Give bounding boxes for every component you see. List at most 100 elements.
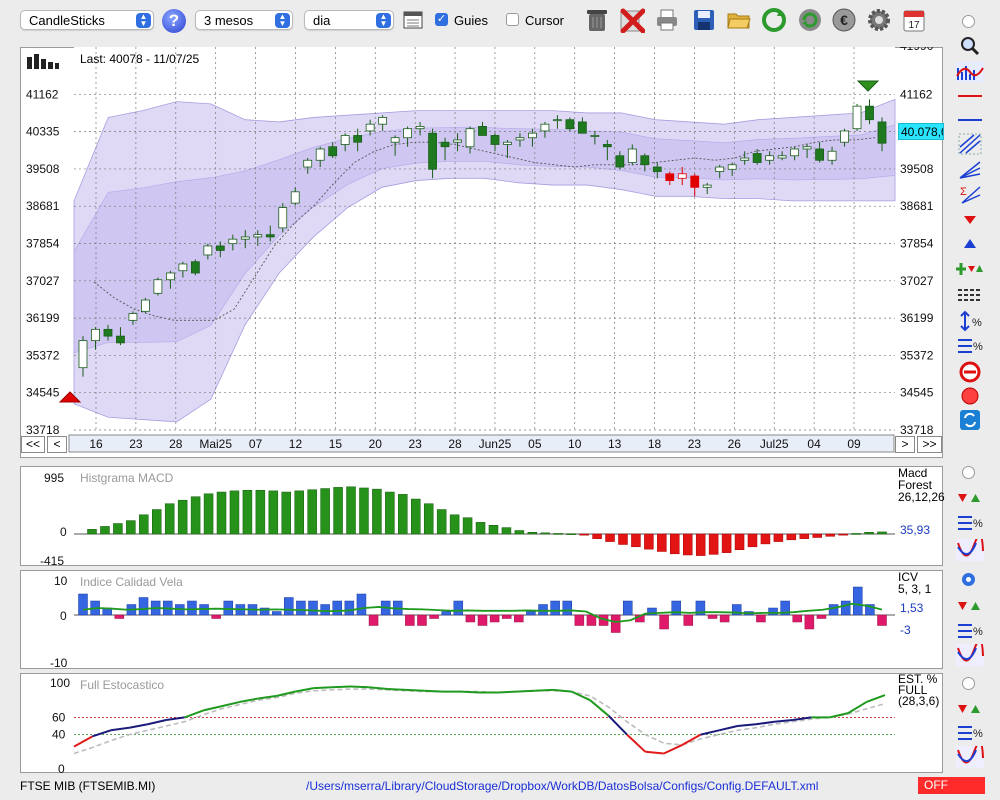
arrow-down-button[interactable] [956,208,984,230]
fibonacci-button[interactable] [956,158,984,180]
clear-button[interactable] [956,361,984,383]
icv-curve-button[interactable] [956,644,984,666]
candle [590,130,600,145]
icv-title: Indice Calidad Vela [80,575,183,589]
candle-body [378,117,388,125]
stoch-signals-button[interactable] [956,697,984,719]
levels-button[interactable] [956,284,984,306]
icv-signals-button[interactable] [956,594,984,616]
macd-y-zero: 0 [60,525,67,539]
candle [765,151,775,165]
macd-histogram[interactable] [20,466,943,566]
svg-text:€: € [840,12,848,28]
macd-bar [825,533,835,537]
arrow-up-button[interactable] [956,233,984,255]
interval-select[interactable]: dia ▲ ▼ [304,10,394,30]
chart-type-select[interactable]: CandleSticks ▲ ▼ [20,10,154,30]
period-select[interactable]: 3 mesos ▲ ▼ [195,10,293,30]
stoch-curve-button[interactable] [956,746,984,768]
record-button[interactable] [956,385,984,407]
macd-bar [320,488,330,535]
y-tick-right: 37027 [900,274,934,288]
guides-checkbox[interactable]: ✓ [435,13,448,26]
print-button[interactable] [653,6,681,34]
main-panel-radio[interactable] [962,15,975,28]
nav-prev-button[interactable]: < [47,436,67,453]
icv-bar [489,614,500,623]
x-tick-label: 13 [608,437,622,451]
candle-body [877,121,887,144]
macd-signals-button[interactable] [956,486,984,508]
macd-curve-button[interactable] [956,539,984,561]
candle [278,203,288,233]
macd-bar [255,490,266,535]
icv-histogram[interactable] [20,570,943,669]
red-line-button[interactable] [956,85,984,107]
icv-bar [211,614,221,619]
icv-bar [816,614,827,619]
candle [453,133,462,152]
config-path-link[interactable]: /Users/mserra/Library/CloudStorage/Dropb… [306,779,819,793]
diagonal-grid-icon [958,133,982,155]
macd-title: Histgrama MACD [80,471,174,485]
nav-next-button[interactable]: > [895,436,915,453]
stoch-percent-button[interactable]: % [956,722,984,744]
euro-button[interactable]: € [830,6,858,34]
candlestick-chart[interactable]: 4116241162403354033539508395083868138681… [20,47,943,458]
icv-percent-button[interactable]: % [956,620,984,642]
zoom-button[interactable] [956,35,984,57]
stochastic-chart[interactable]: 100 60 40 0 [20,673,943,773]
add-signals-button[interactable] [956,258,984,280]
refresh-button[interactable] [760,6,788,34]
percent-lines-icon: % [958,624,983,638]
nav-first-button[interactable]: << [21,436,45,453]
candle [265,225,275,242]
icv-bar [344,600,355,616]
calendar-button[interactable]: 17 [900,6,928,34]
curve-icon [956,644,984,666]
trash-button[interactable] [583,6,611,34]
candle-body [840,130,849,143]
svg-text:%: % [973,518,983,530]
trendline-button[interactable] [956,133,984,155]
stoch-panel-radio[interactable] [962,677,975,690]
icv-y-top: 10 [54,574,68,588]
settings-button[interactable] [865,6,893,34]
percent-range-button[interactable]: % [956,310,984,332]
macd-percent-button[interactable]: % [956,512,984,534]
macd-legend-params: 26,12,26 [898,490,945,504]
calendar-table-button[interactable] [400,6,426,34]
delete-button[interactable] [618,6,646,34]
help-button[interactable]: ? [162,9,186,33]
blue-line-button[interactable] [956,109,984,131]
x-tick-label: 28 [169,437,183,451]
stoch-main-line [92,729,112,738]
sync-button[interactable] [956,409,984,431]
icv-bar [514,614,524,623]
candle [790,146,800,161]
icv-panel-radio[interactable] [962,573,975,586]
save-button[interactable] [690,6,718,34]
indicator-overlay-button[interactable] [956,61,984,83]
macd-bar [164,503,175,535]
sigma-button[interactable]: Σ [956,183,984,205]
open-button[interactable] [725,6,753,34]
reload-button[interactable] [796,6,824,34]
macd-bar [242,490,253,535]
stoch-main-line [774,718,793,723]
candle-body [577,121,587,134]
nav-last-button[interactable]: >> [917,436,942,453]
candle-body [553,119,562,122]
macd-bar [411,498,421,535]
stoch-main-line [110,726,130,732]
candle [91,327,100,350]
percent-lines-button[interactable]: % [956,335,984,357]
y-tick-right: 33718 [900,423,934,437]
macd-bar [708,533,719,555]
trash-icon [587,10,607,31]
symbol-label: FTSE MIB (FTSEMIB.MI) [20,779,156,793]
candle [640,153,650,172]
cursor-checkbox[interactable] [506,13,519,26]
macd-panel-radio[interactable] [962,466,975,479]
off-status-button[interactable]: OFF [918,777,985,794]
